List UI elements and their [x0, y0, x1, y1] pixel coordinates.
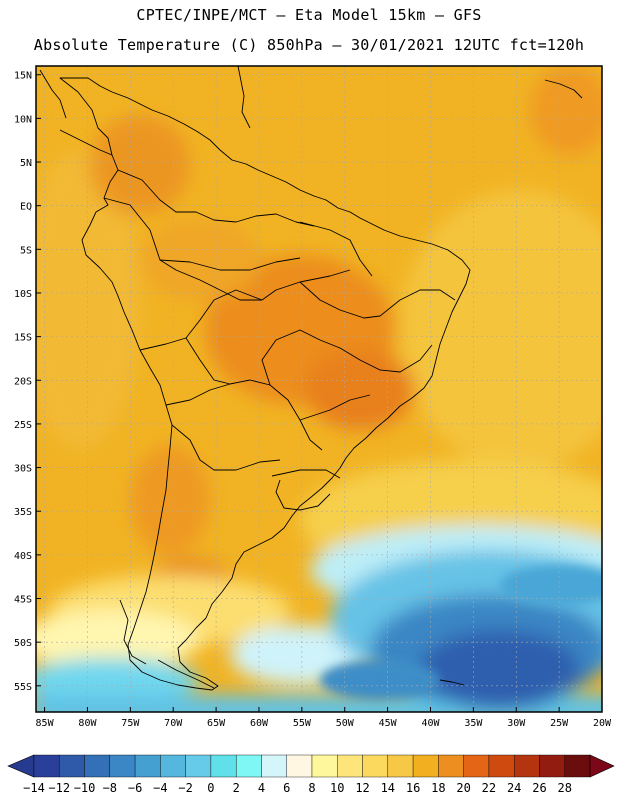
lat-tick-label: 40S	[14, 551, 32, 562]
lat-tick-label: 50S	[14, 638, 32, 649]
temperature-colorbar: −14 −12 −10 −8 −6 −4 −2 0 2 4 6 8 10 12 14 16 18 20 22 24 26…	[7, 754, 615, 795]
colorbar-swatch	[362, 754, 389, 778]
colorbar-label: 8	[308, 781, 315, 795]
colorbar-label: 4	[258, 781, 265, 795]
map-title-line1: CPTEC/INPE/MCT – Eta Model 15km – GFS	[136, 6, 482, 24]
colorbar-label: −2	[178, 781, 192, 795]
lat-tick-label: 10N	[14, 114, 32, 125]
lon-tick-label: 20W	[593, 718, 612, 729]
colorbar-swatch	[564, 754, 591, 778]
map-title-line2: Absolute Temperature (C) 850hPa – 30/01/…	[33, 36, 585, 54]
colorbar-swatch	[59, 754, 85, 778]
lon-tick-label: 45W	[379, 718, 398, 729]
colorbar-label: 0	[207, 781, 214, 795]
colorbar-label: −8	[103, 781, 117, 795]
colorbar-swatch	[488, 754, 515, 778]
lon-tick-label: 30W	[507, 718, 526, 729]
colorbar-label: 22	[482, 781, 496, 795]
colorbar-swatch	[261, 754, 287, 778]
lon-tick-label: 35W	[464, 718, 483, 729]
temperature-field	[36, 66, 602, 712]
colorbar-label: 28	[558, 781, 572, 795]
lat-tick-label: 5N	[20, 158, 32, 169]
lon-tick-label: 60W	[250, 718, 269, 729]
colorbar-label: −4	[153, 781, 167, 795]
colorbar-label: −6	[128, 781, 142, 795]
colorbar-swatch	[387, 754, 414, 778]
colorbar-swatch	[286, 754, 313, 778]
colorbar-swatch	[134, 754, 161, 778]
lon-tick-label: 75W	[121, 718, 140, 729]
colorbar-swatch	[109, 754, 136, 778]
colorbar-label: 2	[233, 781, 240, 795]
lat-tick-label: 15N	[14, 71, 32, 82]
colorbar-swatch	[33, 754, 60, 778]
colorbar-overflow-triangle	[589, 754, 615, 778]
colorbar-swatch	[185, 754, 212, 778]
colorbar-label: 26	[532, 781, 546, 795]
lat-tick-label: 25S	[14, 420, 32, 431]
colorbar-label: 12	[355, 781, 369, 795]
lat-tick-label: 45S	[14, 595, 32, 606]
latitude-axis: 15N 10N 5N EQ 5S 10S 15S 20S 25S 30S 35S 40S 45S 50S 5…	[14, 71, 41, 693]
lon-tick-label: 65W	[207, 718, 226, 729]
colorbar-swatch	[160, 754, 186, 778]
colorbar-underflow-triangle	[7, 754, 35, 778]
lat-tick-label: 20S	[14, 376, 32, 387]
colorbar-swatch	[438, 754, 464, 778]
colorbar-swatch	[337, 754, 363, 778]
map-frame	[35, 65, 603, 713]
lat-tick-label: 55S	[14, 682, 32, 693]
lon-tick-label: 50W	[336, 718, 355, 729]
colorbar-label: −10	[74, 781, 96, 795]
colorbar-label: 18	[431, 781, 445, 795]
longitude-axis: 85W 80W 75W 70W 65W 60W 55W 50W 45W 40W 35W 30W 25W 2…	[36, 707, 612, 729]
lat-tick-label: 5S	[20, 245, 32, 256]
colorbar-label: 16	[406, 781, 420, 795]
lat-tick-label: 35S	[14, 507, 32, 518]
colorbar-label: −12	[48, 781, 70, 795]
colorbar-swatch	[513, 754, 540, 778]
colorbar-swatch	[539, 754, 565, 778]
colorbar-swatch	[311, 754, 338, 778]
lon-tick-label: 70W	[164, 718, 183, 729]
lat-tick-label: 30S	[14, 464, 32, 475]
lat-tick-label: EQ	[20, 202, 32, 213]
colorbar-swatch	[412, 754, 439, 778]
lon-tick-label: 85W	[36, 718, 55, 729]
colorbar-label: 10	[330, 781, 344, 795]
lon-tick-label: 25W	[550, 718, 569, 729]
colorbar-swatch	[210, 754, 237, 778]
colorbar-swatch	[463, 754, 490, 778]
lat-tick-label: 10S	[14, 289, 32, 300]
colorbar-label: 14	[381, 781, 395, 795]
colorbar-label: 24	[507, 781, 521, 795]
lat-tick-label: 15S	[14, 333, 32, 344]
lon-tick-label: 40W	[421, 718, 440, 729]
colorbar-swatch	[235, 754, 262, 778]
colorbar-swatch	[84, 754, 111, 778]
south-america-outline	[39, 65, 583, 691]
colorbar-label: −14	[23, 781, 45, 795]
lon-tick-label: 80W	[78, 718, 97, 729]
colorbar-label: 20	[456, 781, 470, 795]
lon-tick-label: 55W	[293, 718, 312, 729]
colorbar-label: 6	[283, 781, 290, 795]
lat-lon-gridlines	[36, 66, 603, 712]
